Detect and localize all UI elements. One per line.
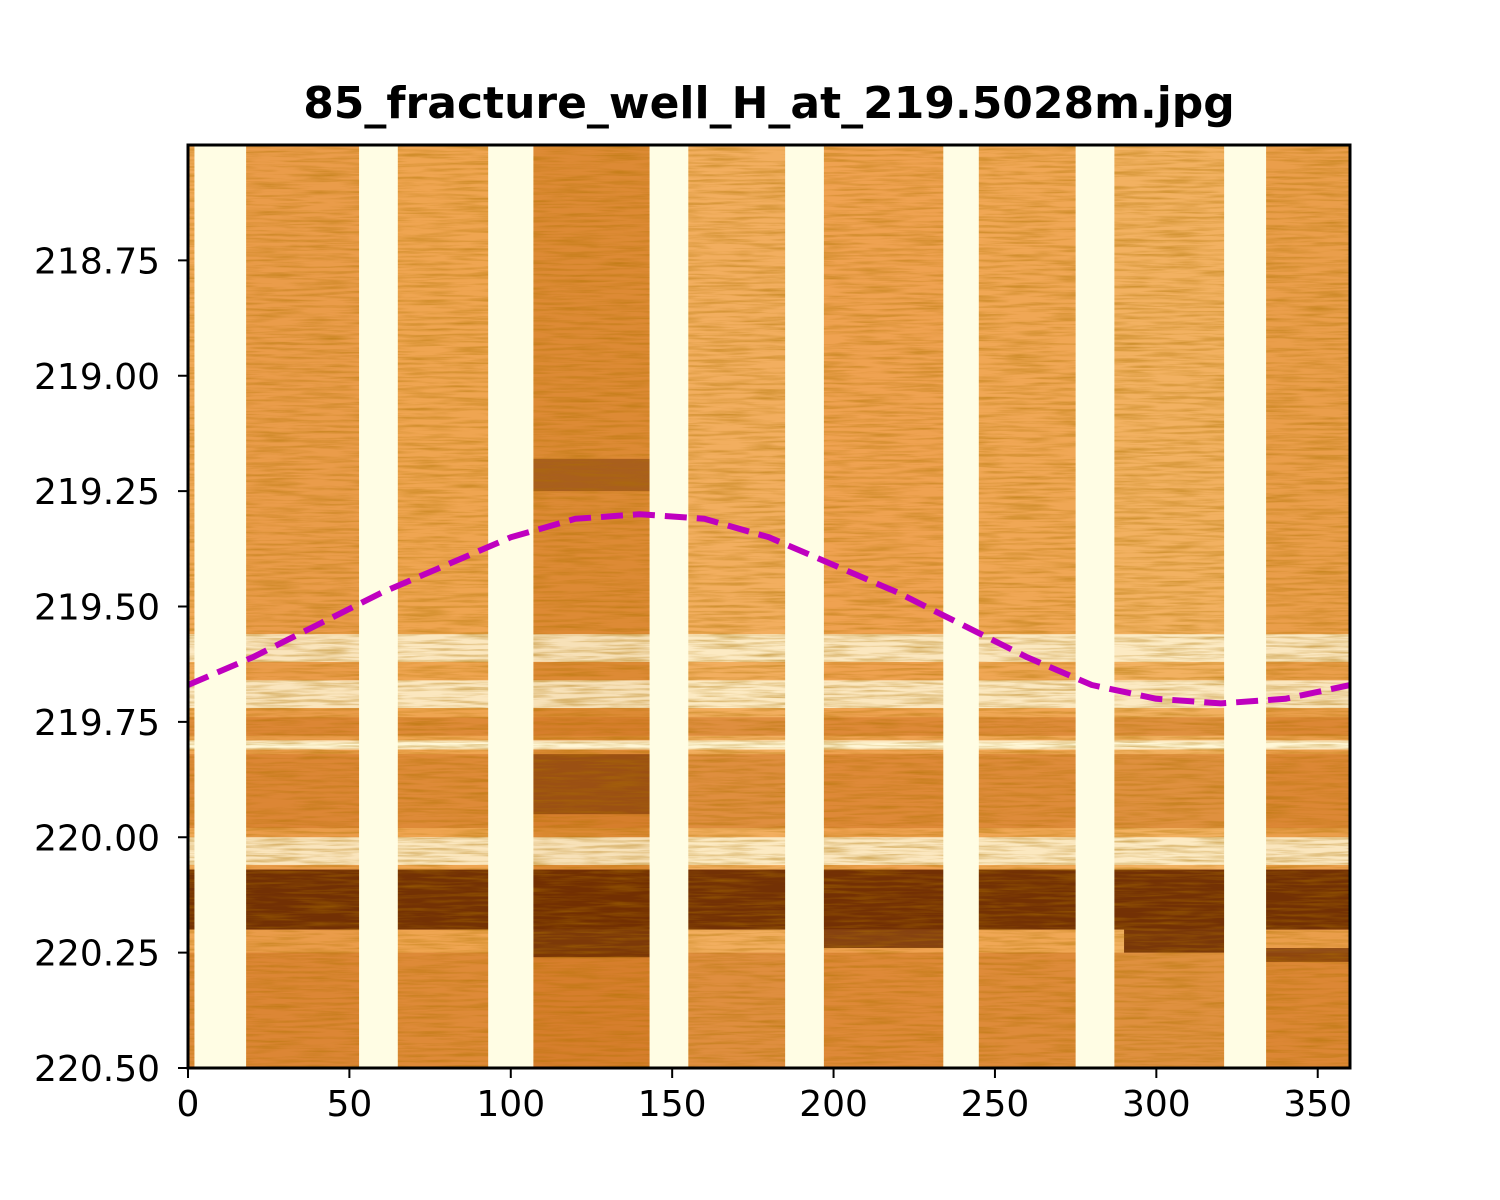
y-tick-label: 219.25 (34, 472, 160, 513)
x-tick-label: 250 (961, 1084, 1030, 1125)
x-tick-label: 200 (799, 1084, 868, 1125)
pad-gap-stripe (1075, 145, 1115, 1068)
pad-gap-stripe (649, 145, 689, 1068)
series-layer (188, 511, 1350, 707)
y-axis: 218.75 219.00 219.25 219.50 219.75 220.00 220.… (34, 241, 188, 1090)
chart-title: 85_fracture_well_H_at_219.5028m.jpg (303, 78, 1235, 129)
y-tick-label: 219.00 (34, 357, 160, 398)
x-tick-label: 350 (1283, 1084, 1352, 1125)
pad-gap-stripe (194, 145, 247, 1068)
y-tick-label: 220.25 (34, 934, 160, 975)
y-tick-label: 218.75 (34, 241, 160, 282)
x-axis: 0 50 100 150 200 250 300 350 (177, 1068, 1352, 1125)
plot-area (188, 145, 1350, 1068)
x-tick-label: 50 (326, 1084, 372, 1125)
pad-gap-stripe (943, 145, 979, 1068)
y-tick-label: 219.75 (34, 703, 160, 744)
y-tick-label: 220.00 (34, 818, 160, 859)
pad-gaps (194, 145, 1267, 1068)
x-tick-label: 150 (638, 1084, 707, 1125)
pad-gap-stripe (359, 145, 398, 1068)
pad-gap-stripe (488, 145, 534, 1068)
x-tick-label: 300 (1122, 1084, 1191, 1125)
pad-gap-stripe (785, 145, 824, 1068)
fracture-sinusoid-line (188, 511, 1350, 707)
y-tick-label: 219.50 (34, 588, 160, 629)
pad-gap-stripe (1224, 145, 1267, 1068)
x-tick-label: 100 (476, 1084, 545, 1125)
y-tick-label: 220.50 (34, 1049, 160, 1090)
x-tick-label: 0 (177, 1084, 200, 1125)
